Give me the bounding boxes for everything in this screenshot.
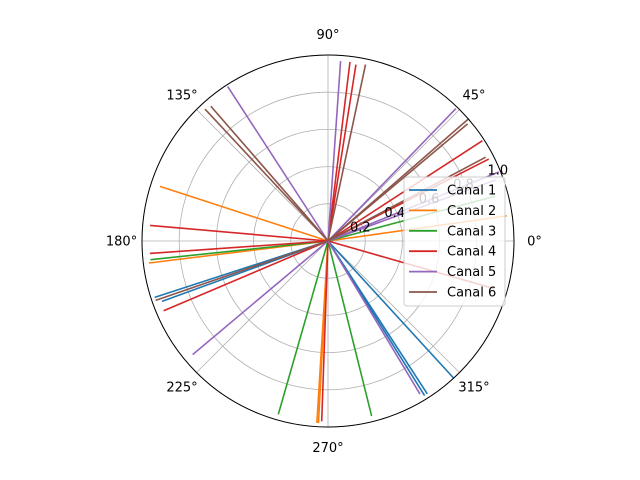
series-4-line [320,240,329,422]
series-3-line [327,240,373,417]
legend-box [403,176,506,307]
series-4-line [327,61,351,242]
series-2-line [159,185,329,242]
legend: Canal 1 Canal 2 Canal 3 Canal 4 Canal 5 Canal… [403,176,506,307]
r-tick-label: 0.2 [350,220,371,235]
legend-label: Canal 3 [447,224,496,239]
legend-label: Canal 4 [447,245,496,260]
series-3-line [277,240,329,415]
polar-outer-spine [141,54,515,428]
series-5-line [327,107,457,242]
theta-tick-label: 135° [166,89,197,104]
theta-grid-line [327,240,460,373]
series-6 [155,64,487,302]
legend-label: Canal 2 [447,204,496,219]
series-3-line [150,240,329,261]
series-6-line [204,108,329,242]
r-tick-label: 1.0 [487,163,508,178]
legend-label: Canal 1 [447,184,496,199]
theta-tick-label: 270° [312,441,343,456]
series-4-line [149,240,329,255]
theta-tick-label: 180° [106,235,137,250]
series-6-line [327,64,367,242]
series-6-line [210,105,329,242]
theta-tick-label: 90° [316,28,339,43]
series-5-line [192,240,329,356]
series-5-line [327,240,421,395]
theta-tick-label: 45° [462,89,485,104]
series-6-line [155,240,329,302]
series-6-line [327,123,469,242]
legend-label: Canal 5 [447,265,496,280]
series-5-line [227,86,329,242]
r-tick-label: 0.4 [384,206,405,221]
legend-label: Canal 6 [447,286,496,301]
series-4-line [163,240,329,312]
theta-grid-line [196,109,329,242]
theta-grid-line [196,240,329,373]
theta-tick-label: 0° [527,235,542,250]
theta-tick-label: 225° [166,380,197,395]
series-5-line [327,60,342,242]
series-1-line [327,240,455,379]
series-4-line [150,224,329,242]
series-4-line [327,64,357,242]
theta-tick-label: 315° [458,380,489,395]
